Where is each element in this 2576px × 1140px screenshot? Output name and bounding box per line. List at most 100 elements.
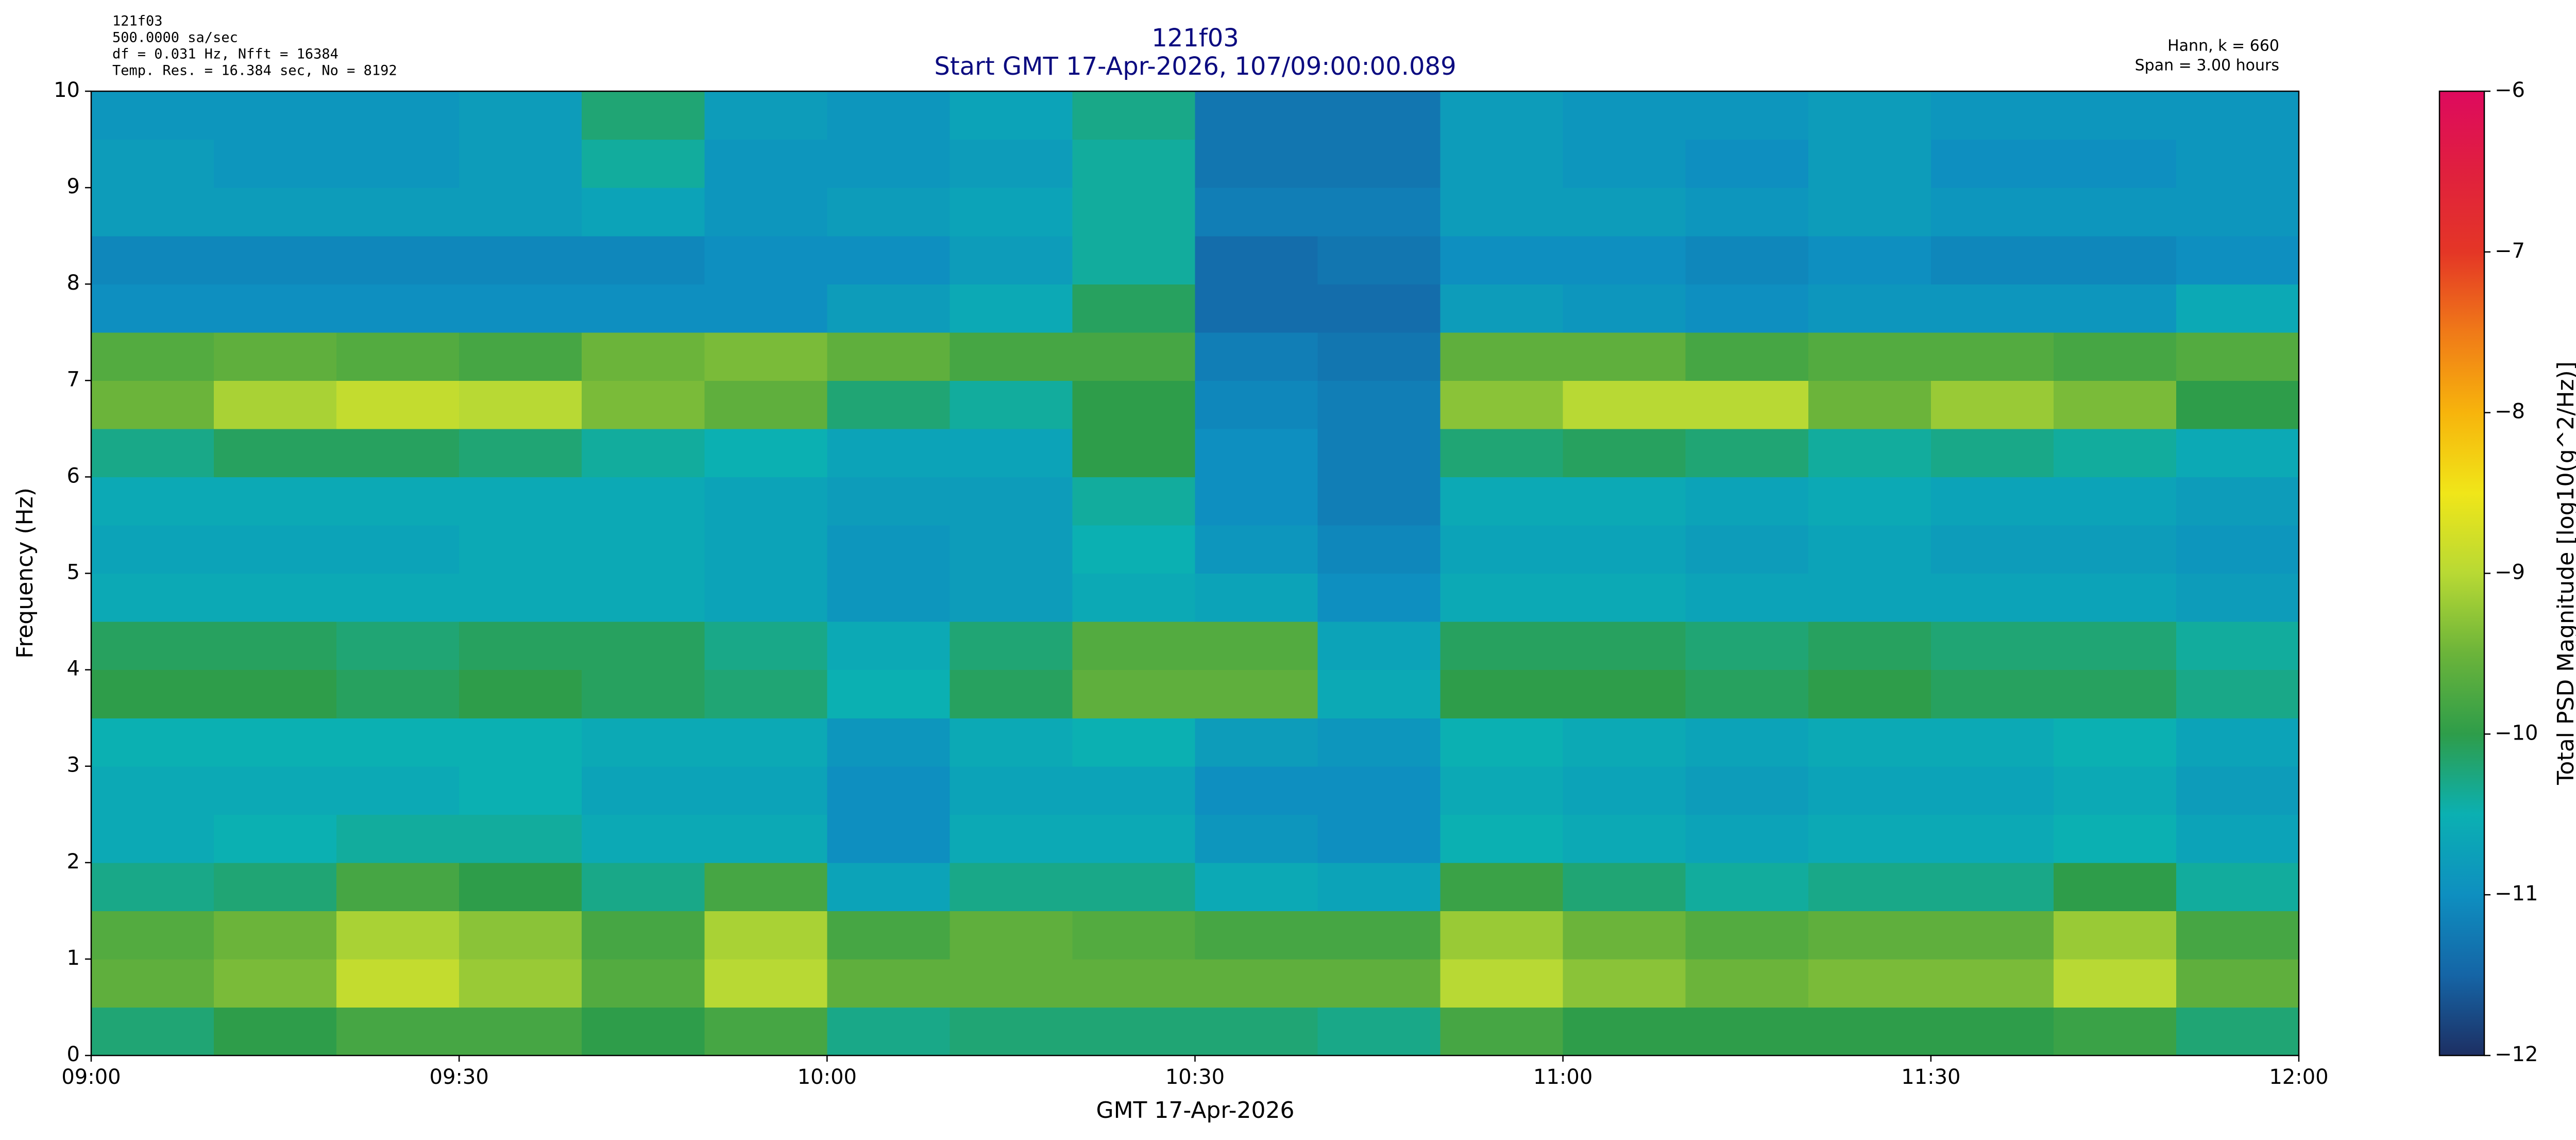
heatmap-cell (1317, 766, 1441, 815)
heatmap-cell (214, 139, 337, 188)
heatmap-cell (1317, 91, 1441, 140)
heatmap-cell (1808, 428, 1931, 477)
heatmap-cell (1930, 380, 2054, 429)
heatmap-cell (459, 236, 582, 284)
heatmap-cell (1685, 380, 1809, 429)
heatmap-cell (336, 1007, 460, 1056)
heatmap-cell (1440, 525, 1564, 574)
heatmap-cell (827, 332, 950, 381)
heatmap-cell (582, 332, 705, 381)
heatmap-cell (1808, 477, 1931, 526)
heatmap-cell (336, 911, 460, 960)
heatmap-cell (91, 284, 214, 333)
heatmap-cell (214, 428, 337, 477)
heatmap-cell (1685, 766, 1809, 815)
heatmap-cell (2053, 1007, 2177, 1056)
header-info: df = 0.031 Hz, Nfft = 16384 (112, 46, 338, 62)
heatmap-cell (1195, 959, 1318, 1008)
heatmap-cell (1317, 332, 1441, 381)
heatmap-cell (1440, 236, 1564, 284)
heatmap-cell (336, 525, 460, 574)
heatmap-cell (1685, 573, 1809, 622)
heatmap-cell (2176, 669, 2299, 718)
heatmap-cell (2053, 380, 2177, 429)
heatmap-cell (214, 1007, 337, 1056)
heatmap-cell (1440, 332, 1564, 381)
heatmap-cell (336, 669, 460, 718)
heatmap-cell (582, 766, 705, 815)
heatmap-cell (91, 188, 214, 237)
colorbar-tick-label: −11 (2495, 882, 2538, 906)
heatmap-cell (336, 380, 460, 429)
heatmap-cell (1563, 91, 1686, 140)
heatmap-cell (1808, 284, 1931, 333)
heatmap-cell (704, 477, 827, 526)
heatmap-cell (582, 477, 705, 526)
chart-title: 121f03 (1151, 24, 1239, 53)
heatmap-cell (827, 911, 950, 960)
heatmap-cell (1563, 284, 1686, 333)
heatmap-cell (1317, 428, 1441, 477)
heatmap-cell (1685, 911, 1809, 960)
heatmap-cell (827, 718, 950, 767)
heatmap-cell (1563, 428, 1686, 477)
heatmap-cell (336, 236, 460, 284)
heatmap-cell (827, 236, 950, 284)
heatmap-cell (1440, 1007, 1564, 1056)
heatmap-cell (1563, 959, 1686, 1008)
heatmap-cell (214, 862, 337, 911)
heatmap-cell (1072, 284, 1196, 333)
heatmap-cell (459, 428, 582, 477)
heatmap-cell (459, 284, 582, 333)
heatmap-cell (827, 573, 950, 622)
heatmap-cell (1195, 428, 1318, 477)
y-tick-label: 1 (67, 946, 80, 970)
heatmap-cell (1440, 573, 1564, 622)
heatmap-cell (1317, 139, 1441, 188)
heatmap-cell (1440, 669, 1564, 718)
heatmap-cell (1317, 862, 1441, 911)
heatmap-cell (827, 139, 950, 188)
heatmap-cell (336, 91, 460, 140)
heatmap-cell (1930, 911, 2054, 960)
heatmap-cell (1808, 911, 1931, 960)
heatmap-cell (1072, 1007, 1196, 1056)
heatmap-cell (582, 814, 705, 863)
heatmap-cell (1930, 1007, 2054, 1056)
heatmap-cell (1072, 332, 1196, 381)
heatmap-cell (950, 236, 1073, 284)
heatmap-cell (1808, 1007, 1931, 1056)
heatmap-cell (214, 669, 337, 718)
heatmap-cell (1317, 814, 1441, 863)
y-tick-label: 8 (67, 271, 80, 295)
heatmap-cell (2053, 188, 2177, 237)
heatmap-cell (1930, 284, 2054, 333)
heatmap-cell (91, 669, 214, 718)
heatmap-cell (1808, 622, 1931, 670)
heatmap-cell (1195, 380, 1318, 429)
heatmap-cell (91, 428, 214, 477)
heatmap-cell (582, 188, 705, 237)
heatmap-cell (1685, 428, 1809, 477)
heatmap-cell (2053, 428, 2177, 477)
y-tick-label: 6 (67, 464, 80, 488)
heatmap-cell (950, 669, 1073, 718)
heatmap-cell (1195, 525, 1318, 574)
heatmap-cell (1072, 91, 1196, 140)
heatmap-cell (1808, 814, 1931, 863)
heatmap-cell (1685, 525, 1809, 574)
heatmap-cell (459, 91, 582, 140)
heatmap-cell (2176, 862, 2299, 911)
heatmap-cell (336, 766, 460, 815)
heatmap-cell (214, 236, 337, 284)
heatmap-cell (336, 573, 460, 622)
heatmap-cell (1195, 766, 1318, 815)
heatmap-cell (1072, 477, 1196, 526)
chart-subtitle: Start GMT 17-Apr-2026, 107/09:00:00.089 (934, 52, 1456, 81)
heatmap-cell (214, 959, 337, 1008)
heatmap-cell (214, 911, 337, 960)
heatmap-cell (1685, 188, 1809, 237)
heatmap-cell (336, 428, 460, 477)
heatmap-cell (582, 862, 705, 911)
heatmap-cell (1930, 477, 2054, 526)
